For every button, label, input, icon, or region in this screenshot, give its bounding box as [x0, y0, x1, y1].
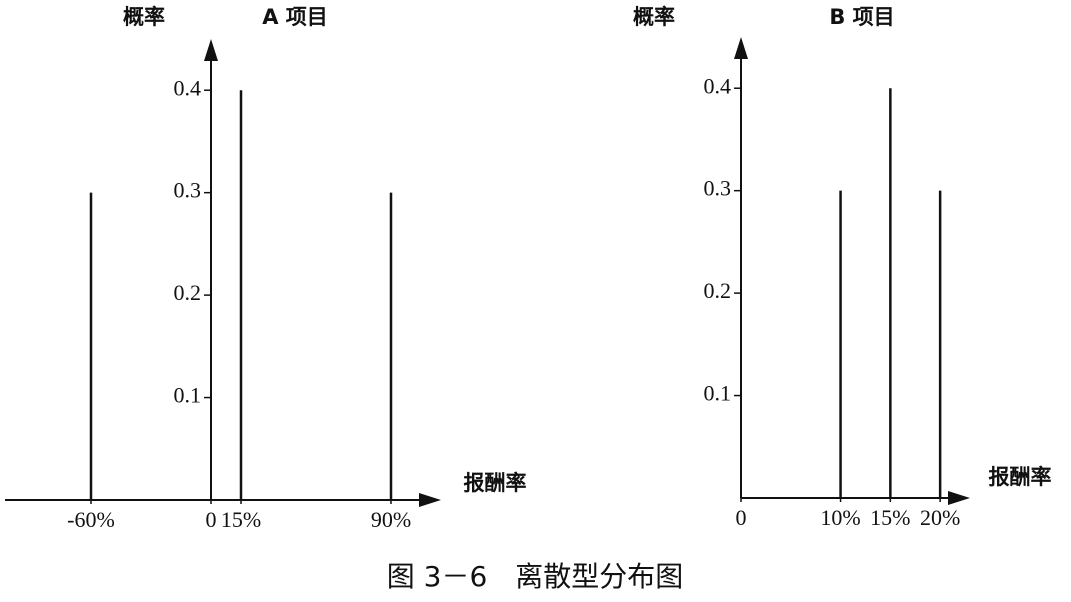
x-axis-arrow — [419, 493, 441, 507]
x-tick-label: 90% — [371, 507, 411, 532]
x-tick-label: 20% — [920, 505, 960, 530]
y-tick-label: 0.2 — [704, 278, 732, 303]
y-tick-label: 0.3 — [174, 178, 202, 203]
x-axis-label: 报酬率 — [989, 465, 1052, 489]
y-tick-label: 0.1 — [704, 381, 732, 406]
y-tick-label: 0.4 — [704, 73, 732, 98]
y-tick-label: 0.1 — [174, 383, 202, 408]
x-tick-label: 15% — [221, 507, 261, 532]
x-tick-label: 10% — [820, 505, 860, 530]
x-axis-arrow — [948, 491, 970, 505]
y-tick-label: 0.2 — [174, 280, 202, 305]
x-axis-label: 报酬率 — [464, 471, 527, 495]
chart-title: B 项目 — [829, 5, 894, 29]
x-tick-label: 0 — [206, 507, 217, 532]
y-axis-arrow — [204, 39, 218, 61]
chart-title: A 项目 — [262, 5, 328, 29]
x-tick-label: -60% — [67, 507, 115, 532]
x-tick-label: 15% — [870, 505, 910, 530]
y-axis-arrow — [734, 37, 748, 59]
x-tick-label: 0 — [736, 505, 747, 530]
y-axis-label: 概率 — [123, 5, 165, 29]
y-axis-label: 概率 — [633, 5, 675, 29]
y-tick-label: 0.3 — [704, 176, 732, 201]
y-tick-label: 0.4 — [174, 75, 202, 100]
caption: 图 3－6 离散型分布图 — [387, 560, 684, 593]
